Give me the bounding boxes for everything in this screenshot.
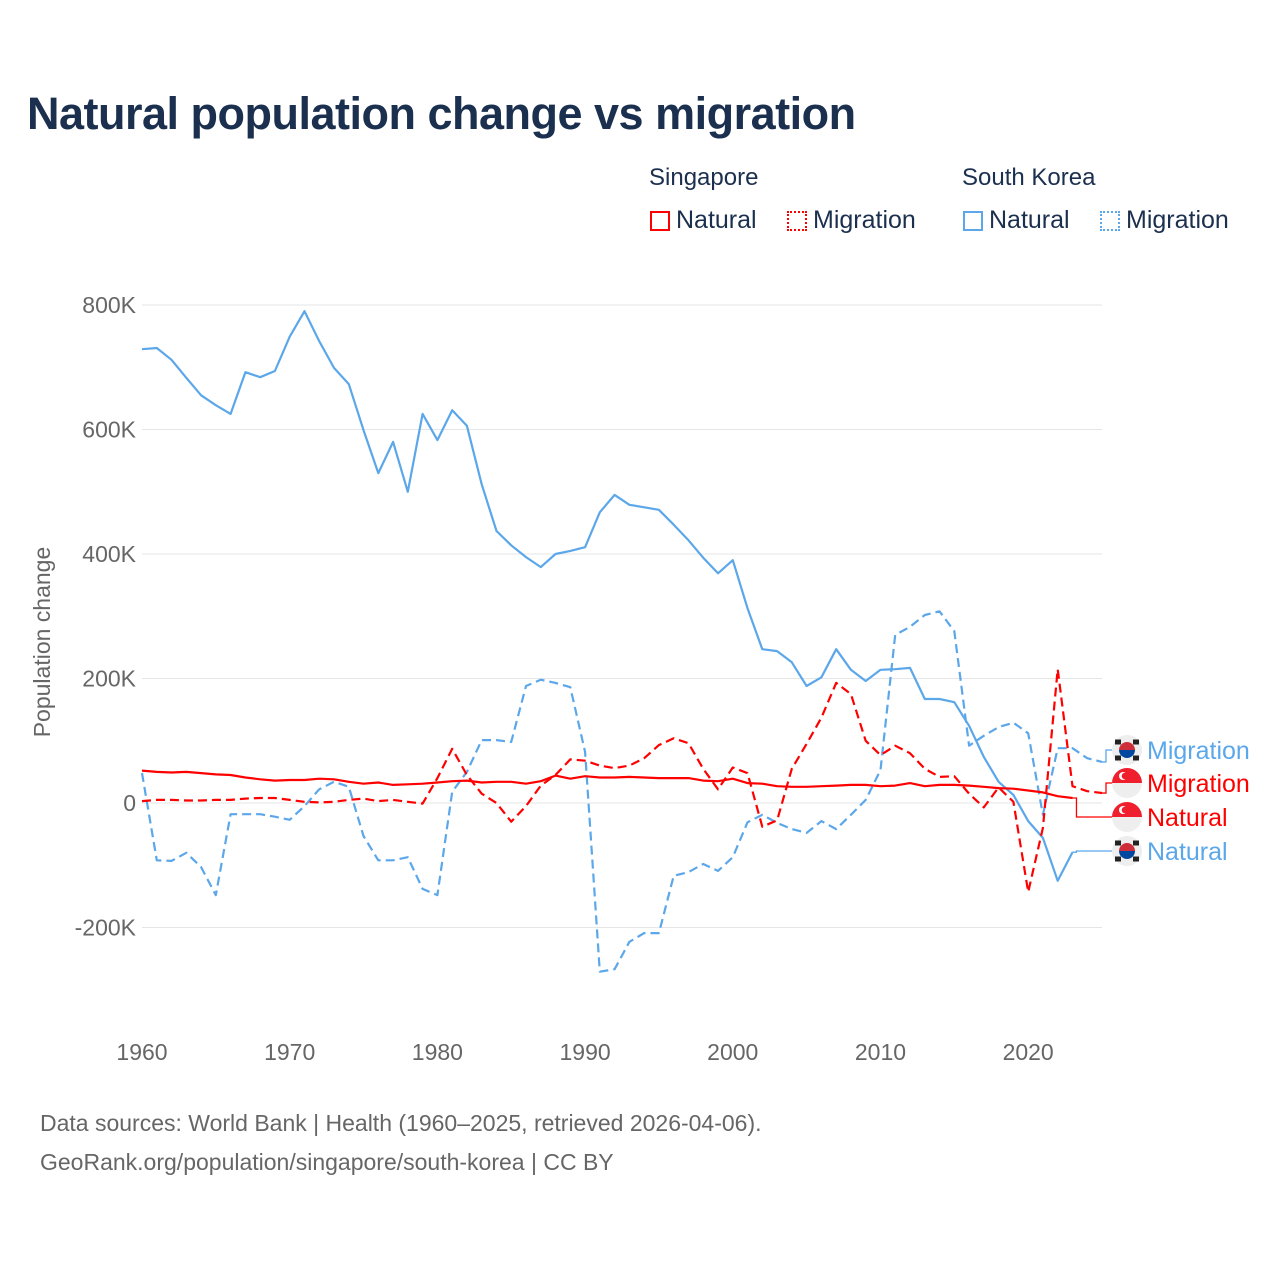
flag-trigram [1133,755,1139,761]
series-line-singapore-natural [141,769,1073,800]
flag-taegeuk-red [1119,742,1135,750]
label-connector [1102,749,1113,763]
y-axis-ticks: -200K 0 200K 400K 600K 800K [75,292,137,941]
x-axis-ticks: 1960 1970 1980 1990 2000 2010 2020 [116,1039,1053,1065]
y-tick-label: 400K [82,541,136,567]
legend-item-singapore-natural[interactable]: Natural [650,206,757,235]
legend-group-singapore: Singapore [649,164,759,191]
singapore-flag-icon [1112,768,1142,798]
legend-swatch-solid-red [650,210,670,231]
flag-trigram [1115,840,1121,846]
legend-swatch-dotted-red [787,210,807,231]
south-korea-flag-icon [1112,735,1142,765]
end-labels: Natural Migration Natural Migration [1072,735,1250,866]
x-tick-label: 1970 [264,1039,315,1065]
legend-label: Natural [989,206,1070,234]
label-connector [1072,850,1113,853]
gridlines [142,304,1102,928]
legend-item-singapore-migration[interactable]: Migration [787,206,916,235]
end-label-south-korea-migration: Migration [1147,737,1250,765]
legend-label: Natural [676,206,757,234]
legend-group-south-korea: South Korea [962,164,1096,191]
chart-title: Natural population change vs migration [27,88,856,139]
x-tick-label: 2010 [855,1039,906,1065]
series-line-south-korea-natural [141,310,1074,882]
flag-crescent-cut [1121,806,1129,814]
y-tick-label: 200K [82,666,136,692]
label-connector [1102,782,1113,794]
end-label-singapore-natural: Natural [1147,804,1228,832]
legend-label: Migration [813,206,916,234]
x-tick-label: 1990 [559,1039,610,1065]
flag-trigram [1115,739,1121,745]
flag-taegeuk-red [1119,843,1135,851]
series-line-singapore-migration [141,668,1103,894]
x-tick-label: 1960 [116,1039,167,1065]
series-lines [140,310,1103,973]
flag-trigram [1133,739,1139,745]
x-tick-label: 2020 [1003,1039,1054,1065]
source-line-2[interactable]: GeoRank.org/population/singapore/south-k… [40,1149,614,1175]
flag-trigram [1133,856,1139,862]
legend-item-south-korea-migration[interactable]: Migration [1100,206,1229,235]
flag-taegeuk-blue [1119,750,1135,758]
y-tick-label: 600K [82,417,136,443]
flag-trigram [1133,840,1139,846]
label-connector [1072,797,1113,818]
singapore-flag-icon [1112,802,1142,832]
y-tick-label: -200K [75,915,137,941]
legend-swatch-dotted-blue [1100,210,1120,231]
flag-trigram [1115,755,1121,761]
legend-label: Migration [1126,206,1229,234]
y-tick-label: 0 [123,790,136,816]
legend-item-south-korea-natural[interactable]: Natural [963,206,1070,235]
y-axis-label: Population change [29,547,55,738]
south-korea-flag-icon [1112,836,1142,866]
end-label-singapore-migration: Migration [1147,770,1250,798]
end-label-south-korea-natural: Natural [1147,838,1228,866]
flag-trigram [1115,856,1121,862]
x-tick-label: 1980 [412,1039,463,1065]
series-line-south-korea-migration [140,610,1103,973]
y-tick-label: 800K [82,292,136,318]
x-tick-label: 2000 [707,1039,758,1065]
source-line-1: Data sources: World Bank | Health (1960–… [40,1110,762,1136]
flag-crescent-cut [1121,772,1129,780]
legend-swatch-solid-blue [963,210,983,231]
flag-taegeuk-blue [1119,851,1135,859]
